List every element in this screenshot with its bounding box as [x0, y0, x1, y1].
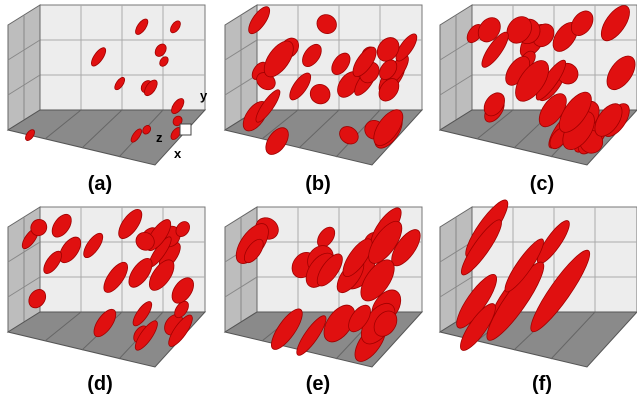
panel-label: (d) [87, 373, 113, 395]
axis-label: x [174, 146, 182, 161]
panel [8, 5, 205, 165]
panel-label: (f) [532, 373, 552, 395]
panel-label: (c) [530, 173, 554, 195]
figure: (a) (b) (c) (d) (e) (f) y z x [0, 0, 637, 403]
axis-label: z [156, 130, 163, 145]
panel [8, 206, 205, 367]
panel-label: (b) [305, 173, 331, 195]
panel [440, 195, 637, 367]
panel [225, 204, 426, 367]
panel [440, 1, 637, 165]
axis-cube [180, 124, 191, 135]
panel-label: (e) [306, 373, 330, 395]
panel [225, 4, 422, 165]
axis-label: y [200, 88, 208, 103]
panel-label: (a) [88, 173, 112, 195]
